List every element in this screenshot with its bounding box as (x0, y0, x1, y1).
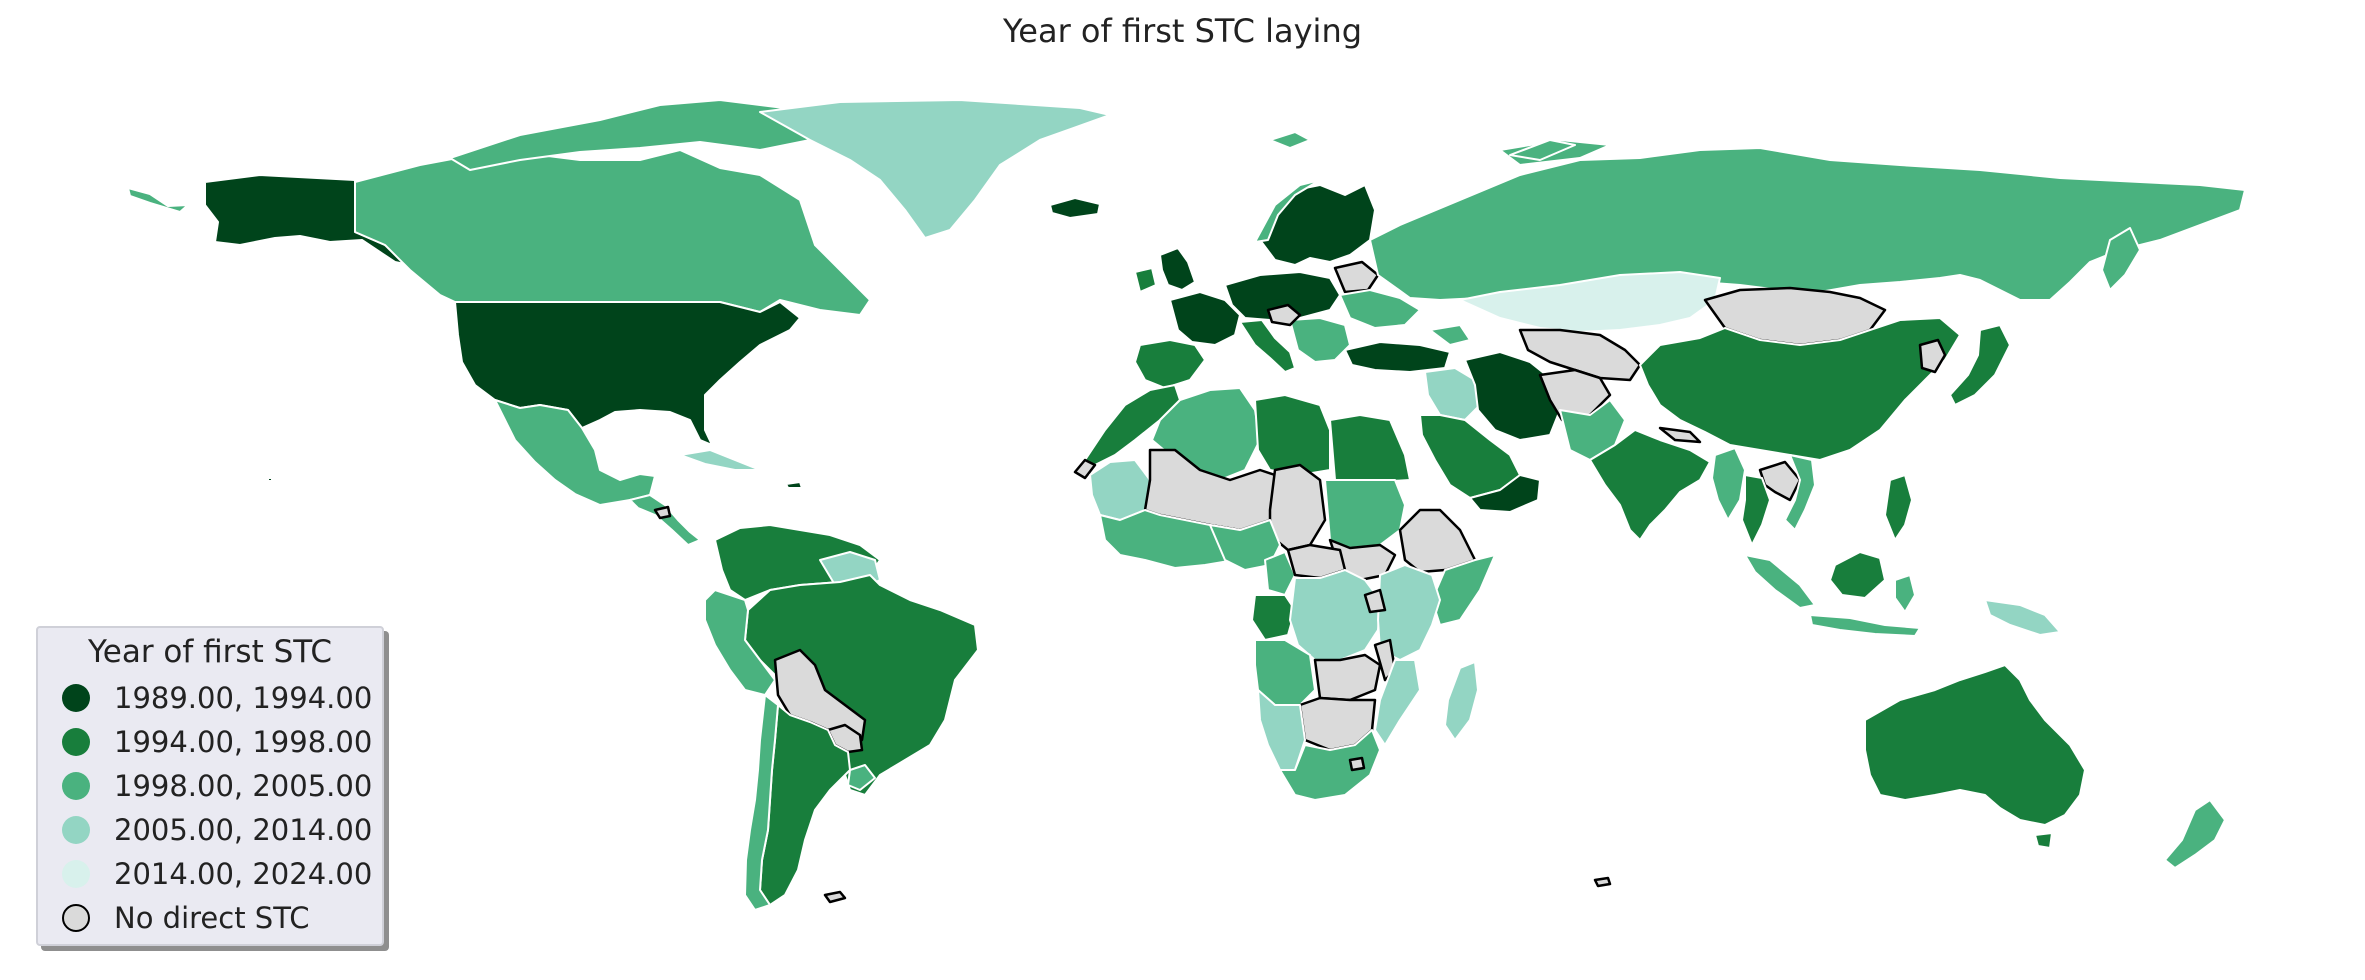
region-chad (1268, 463, 1327, 552)
region-italy (1239, 319, 1296, 373)
region-jamaica (785, 481, 803, 489)
legend-swatch (62, 904, 90, 932)
region-south-africa (1279, 729, 1381, 801)
region-egypt (1329, 414, 1411, 483)
legend-label: 1989.00, 1994.00 (114, 681, 373, 715)
region-svalbard (1269, 131, 1311, 149)
map-title: Year of first STC laying (1002, 12, 1363, 50)
region-thailand (1741, 474, 1771, 546)
legend-label: 2005.00, 2014.00 (114, 813, 373, 847)
region-drc (1289, 569, 1381, 661)
region-iran (1464, 351, 1561, 441)
region-mozambique (1374, 659, 1421, 746)
legend-item: 1989.00, 1994.00 (38, 676, 382, 720)
region-indonesia-sumatra (1744, 554, 1816, 609)
region-central-europe (1224, 271, 1341, 321)
region-lesotho (1348, 756, 1366, 772)
region-indonesia-borneo (1829, 551, 1886, 599)
region-new-zealand (2164, 799, 2226, 869)
legend-label: 1994.00, 1998.00 (114, 725, 373, 759)
region-caucasus (1429, 324, 1471, 346)
legend-swatch (62, 772, 90, 800)
region-yemen-oman (1469, 474, 1541, 513)
legend-swatch (62, 816, 90, 844)
region-canada (354, 149, 871, 316)
region-central-asia (1518, 328, 1642, 382)
region-kerguelen (1593, 876, 1612, 888)
region-iberia (1134, 339, 1206, 389)
region-tasmania (2034, 832, 2053, 849)
region-korea (1918, 338, 1947, 374)
region-sulawesi (1894, 574, 1916, 613)
region-kazakhstan (1459, 271, 1721, 333)
legend-item: 1994.00, 1998.00 (38, 720, 382, 764)
region-central-america (629, 494, 701, 546)
legend-swatch (62, 684, 90, 712)
legend-item: 2014.00, 2024.00 (38, 852, 382, 896)
region-norway-coast (1254, 179, 1321, 243)
region-chile (744, 694, 779, 911)
region-nicaragua (653, 505, 672, 520)
region-ireland (1134, 267, 1157, 293)
region-syria-iraq (1424, 367, 1481, 421)
region-morocco (1084, 384, 1181, 466)
region-cameroon (1264, 551, 1296, 596)
region-scandinavia (1259, 184, 1376, 266)
region-pakistan (1559, 399, 1626, 461)
region-balkan-small (1266, 303, 1302, 327)
region-greenland (759, 99, 1111, 239)
region-vietnam (1784, 454, 1816, 531)
legend-swatch (62, 728, 90, 756)
region-kamchatka (2101, 227, 2141, 291)
region-madagascar (1444, 661, 1479, 741)
region-hawaii (267, 477, 273, 482)
region-balkans (1289, 317, 1351, 363)
region-novaya-zemlya (1509, 139, 1576, 161)
region-cuba (679, 449, 761, 471)
legend-item: No direct STC (38, 896, 382, 940)
legend-swatch (62, 860, 90, 888)
region-ukraine (1339, 289, 1421, 329)
legend-label: No direct STC (114, 901, 310, 935)
legend-item: 1998.00, 2005.00 (38, 764, 382, 808)
region-iceland (1049, 197, 1101, 219)
region-india (1589, 429, 1711, 541)
region-mexico (494, 399, 656, 506)
region-uganda-rwanda (1363, 588, 1387, 614)
region-east-africa (1377, 564, 1441, 661)
legend-label: 2014.00, 2024.00 (114, 857, 373, 891)
region-china (1639, 317, 1961, 461)
legend-label: 1998.00, 2005.00 (114, 769, 373, 803)
map-legend: Year of first STC 1989.00, 1994.00 1994.… (36, 626, 384, 946)
region-falklands (823, 890, 847, 904)
region-belarus (1333, 260, 1380, 294)
region-aleutians (127, 187, 189, 213)
region-zambia (1313, 653, 1382, 702)
region-australia (1864, 664, 2086, 826)
region-france (1169, 291, 1241, 346)
legend-title: Year of first STC (87, 634, 333, 670)
region-philippines (1884, 474, 1913, 541)
region-gabon-congo (1251, 594, 1296, 641)
region-western-sahara (1073, 458, 1097, 480)
region-uruguay (847, 764, 876, 791)
region-turkey (1344, 341, 1451, 373)
region-sudan (1324, 479, 1406, 549)
region-afghanistan (1538, 368, 1612, 422)
region-libya (1254, 394, 1331, 476)
region-myanmar (1711, 447, 1746, 521)
region-new-guinea (1984, 599, 2061, 636)
region-uk (1159, 247, 1196, 291)
region-nepal (1658, 426, 1702, 444)
region-japan (1949, 324, 2011, 406)
legend-item: 2005.00, 2014.00 (38, 808, 382, 852)
region-indonesia-java (1809, 614, 1921, 637)
